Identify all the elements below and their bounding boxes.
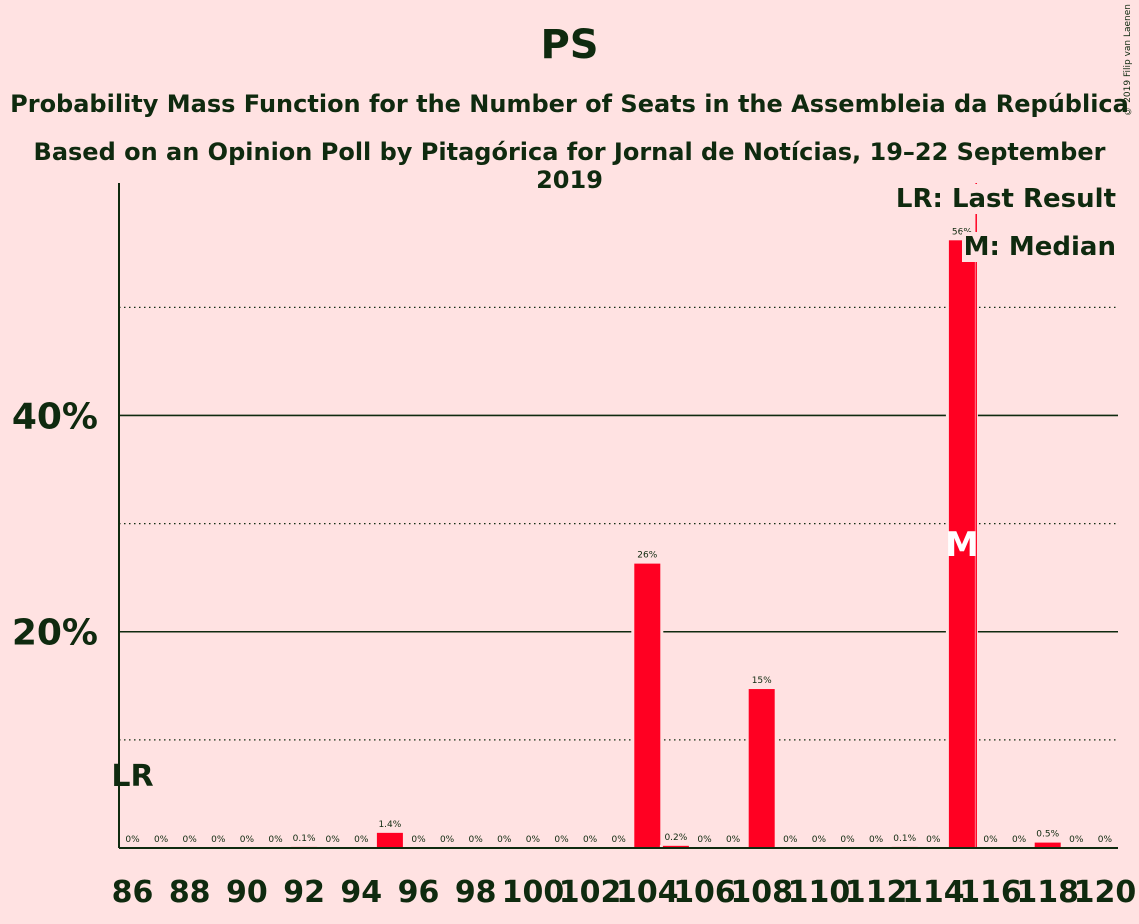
x-tick-label: 120: [1074, 875, 1137, 910]
bar-value-label: 0%: [869, 835, 884, 845]
bar-value-label: 0.1%: [893, 834, 916, 844]
bar-value-label: 0%: [497, 835, 512, 845]
x-tick-label: 110: [788, 875, 851, 910]
chart-subtitle-2: Based on an Opinion Poll by Pitagórica f…: [33, 138, 1106, 194]
bar-value-label: 0%: [154, 835, 169, 845]
bar-value-label: 0%: [183, 835, 198, 845]
bar-value-label: 0%: [125, 835, 140, 845]
bar-value-label: 0%: [554, 835, 569, 845]
x-tick-label: 118: [1016, 875, 1079, 910]
x-tick-label: 114: [902, 875, 965, 910]
x-tick-label: 106: [673, 875, 736, 910]
bar-value-label: 0%: [469, 835, 484, 845]
x-tick-label: 92: [283, 875, 325, 910]
bar-value-label: 0%: [526, 835, 541, 845]
x-tick-label: 88: [169, 875, 211, 910]
bar: [634, 563, 661, 848]
x-tick-label: 102: [559, 875, 622, 910]
bar-value-label: 15%: [752, 676, 772, 686]
bar-value-label: 26%: [637, 551, 657, 561]
legend-median: M: Median: [961, 232, 1118, 262]
bar-value-label: 0%: [812, 835, 827, 845]
bar-value-label: 0.2%: [664, 833, 687, 843]
last-result-marker: LR: [111, 759, 153, 794]
bar-value-label: 0%: [583, 835, 598, 845]
bar-value-label: 0%: [1098, 835, 1113, 845]
bar-value-label: 0%: [440, 835, 455, 845]
bar-value-label: 0%: [783, 835, 798, 845]
bar-value-label: 0%: [268, 835, 283, 845]
bar-value-label: 0%: [354, 835, 369, 845]
chart-title: PS: [540, 22, 599, 68]
bar-value-label: 1.4%: [378, 820, 401, 830]
bar: [748, 689, 775, 848]
x-tick-label: 94: [340, 875, 382, 910]
bar-value-label: 0%: [326, 835, 341, 845]
bar: [376, 832, 403, 848]
x-tick-label: 98: [455, 875, 497, 910]
x-tick-label: 112: [845, 875, 908, 910]
y-tick-label: 40%: [12, 396, 98, 437]
bar-value-label: 0%: [240, 835, 255, 845]
bar-value-label: 0%: [926, 835, 941, 845]
x-tick-label: 86: [112, 875, 154, 910]
bar: [662, 845, 689, 848]
y-tick-label: 20%: [12, 613, 98, 654]
bar: [1034, 842, 1061, 848]
x-tick-label: 108: [730, 875, 793, 910]
bar-value-label: 0%: [726, 835, 741, 845]
bar-value-label: 0%: [840, 835, 855, 845]
median-marker: M: [945, 525, 979, 565]
bar-value-label: 0%: [1069, 835, 1084, 845]
x-tick-label: 90: [226, 875, 268, 910]
legend-last-result: LR: Last Result: [893, 184, 1118, 214]
bar-value-label: 0%: [411, 835, 426, 845]
bar-value-label: 0.5%: [1036, 830, 1059, 840]
bar-value-label: 0%: [211, 835, 226, 845]
bar-value-label: 0%: [697, 835, 712, 845]
bar-value-label: 0.1%: [293, 834, 316, 844]
chart-subtitle-1: Probability Mass Function for the Number…: [10, 90, 1129, 118]
bar-value-label: 0%: [1012, 835, 1027, 845]
x-tick-label: 116: [959, 875, 1022, 910]
x-tick-label: 104: [616, 875, 679, 910]
x-tick-label: 100: [502, 875, 565, 910]
bar-value-label: 0%: [612, 835, 627, 845]
bar: [948, 240, 975, 848]
bar-value-label: 0%: [983, 835, 998, 845]
x-tick-label: 96: [398, 875, 440, 910]
